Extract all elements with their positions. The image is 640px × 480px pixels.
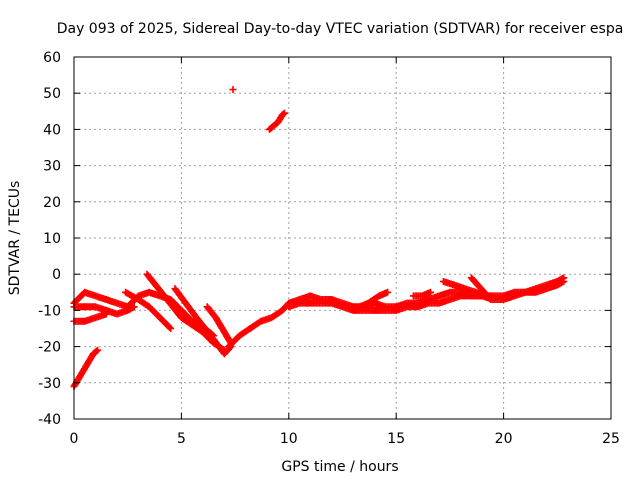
series-track-g [171, 285, 218, 340]
data-point-marker [130, 303, 138, 311]
y-tick-label: 0 [52, 267, 61, 283]
series-track-d [70, 346, 102, 390]
tick-layer: 0 5 10 15 20 25 -40 -30 -20 -10 0 10 20 30 40 50 60 [38, 50, 620, 447]
chart-title: Day 093 of 2025, Sidereal Day-to-day VTE… [57, 21, 624, 37]
x-tick-label: 10 [280, 431, 298, 447]
series-track-l [439, 277, 490, 300]
data-point-marker [102, 310, 110, 318]
y-tick-label: 50 [43, 86, 61, 102]
series-track-h [203, 303, 235, 347]
data-point-marker [166, 323, 174, 331]
y-tick-label: 60 [43, 50, 61, 66]
data-point-marker [219, 345, 227, 353]
data-point-marker [384, 288, 392, 296]
series-track-p [229, 86, 237, 94]
x-tick-label: 25 [602, 431, 620, 447]
y-tick-label: 20 [43, 195, 61, 211]
data-point-marker [229, 86, 237, 94]
data-point-marker [167, 325, 175, 332]
x-tick-label: 5 [177, 431, 186, 447]
y-tick-label: -40 [38, 412, 61, 428]
series-track-o [265, 109, 289, 133]
x-tick-label: 0 [70, 431, 79, 447]
series-track-n [409, 288, 435, 300]
data-point-marker [208, 331, 216, 339]
data-point-marker [210, 332, 218, 340]
series-track-j [285, 277, 568, 314]
data-point-marker [94, 346, 102, 354]
y-tick-label: 10 [43, 231, 61, 247]
y-tick-label: 30 [43, 159, 61, 175]
data-point-marker [93, 347, 101, 355]
y-tick-label: 40 [43, 122, 61, 138]
y-tick-label: -30 [38, 376, 61, 392]
y-axis-title: SDTVAR / TECUs [7, 181, 23, 296]
y-tick-label: -10 [38, 303, 61, 319]
data-point-marker [486, 294, 494, 302]
series-track-f [143, 270, 228, 354]
x-axis-title: GPS time / hours [281, 459, 398, 475]
data-layer [70, 86, 568, 390]
y-tick-label: -20 [38, 340, 61, 356]
data-point-marker [560, 277, 568, 285]
series-track-e [122, 288, 175, 332]
data-point-marker [279, 110, 287, 118]
series-track-c [70, 310, 110, 325]
x-tick-label: 20 [495, 431, 513, 447]
series-track-b [70, 303, 138, 318]
series-track-k [356, 288, 392, 311]
x-tick-label: 15 [387, 431, 405, 447]
data-point-marker [220, 346, 228, 354]
grid-layer [74, 57, 611, 419]
data-point-marker [281, 109, 289, 117]
data-point-marker [427, 288, 435, 296]
series-track-m [467, 274, 495, 304]
data-point-marker [487, 296, 495, 304]
